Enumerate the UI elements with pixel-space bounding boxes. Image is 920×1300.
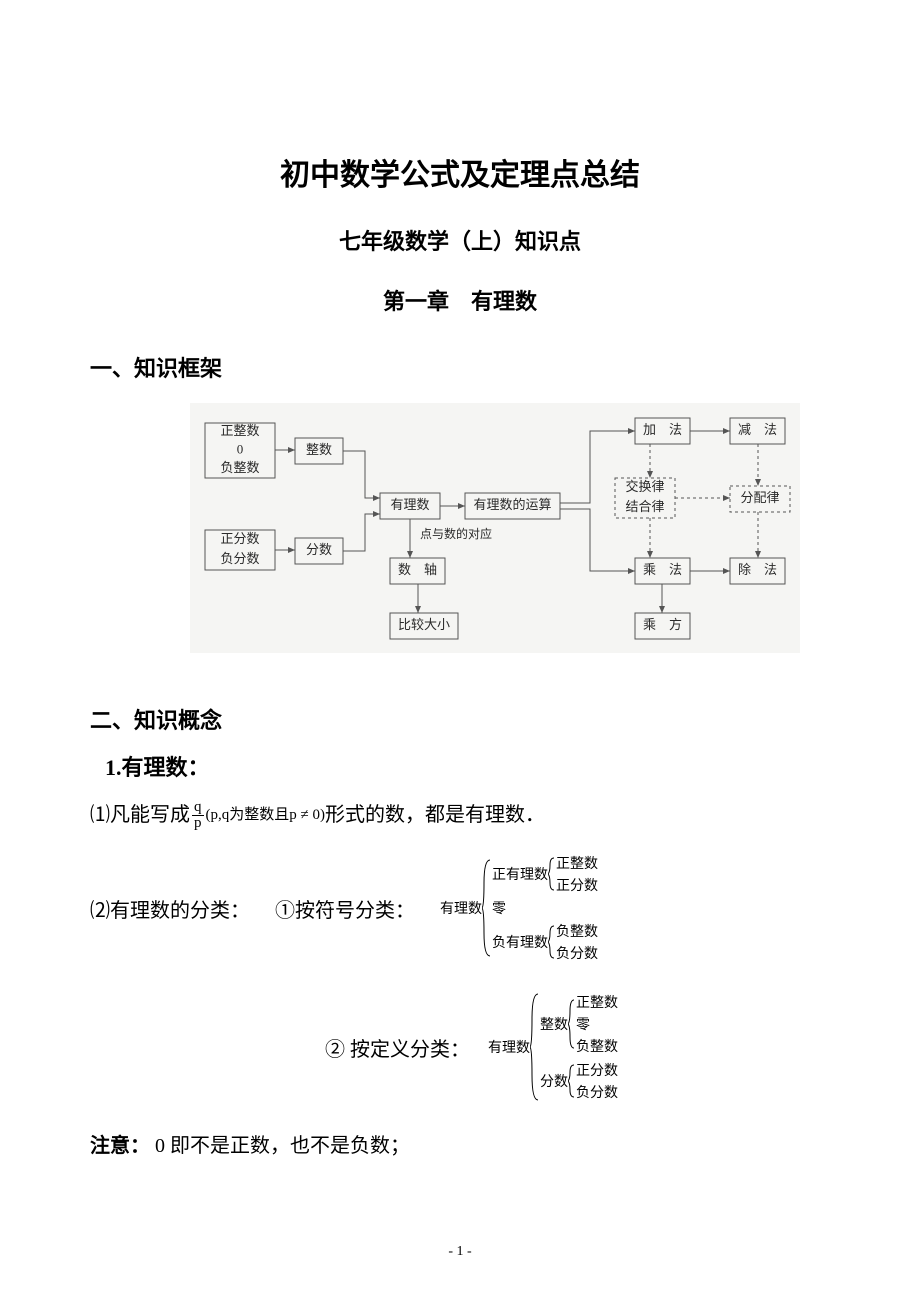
brace-icon <box>548 924 556 960</box>
definition-line: ⑴凡能写成 q p (p,q为整数且p ≠ 0) 形式的数，都是有理数． <box>90 797 830 833</box>
zero-label: 零 <box>576 1013 618 1035</box>
concept-1-heading: 1.有理数： <box>105 750 830 782</box>
neg-int-label: 负整数 <box>576 1035 618 1057</box>
svg-text:0: 0 <box>237 441 244 456</box>
svg-text:正分数: 正分数 <box>220 531 259 546</box>
pos-frac-label: 正分数 <box>556 874 598 896</box>
fraction-numerator: q <box>192 800 204 816</box>
svg-text:负分数: 负分数 <box>220 551 259 566</box>
svg-text:减 法: 减 法 <box>738 422 777 437</box>
section-1-heading: 一、知识框架 <box>90 351 830 383</box>
svg-text:乘 方: 乘 方 <box>643 617 682 632</box>
svg-text:乘 法: 乘 法 <box>643 562 682 577</box>
chapter-title: 第一章 有理数 <box>90 284 830 316</box>
brace-icon <box>530 992 540 1102</box>
brace-icon <box>568 1063 576 1099</box>
knowledge-diagram: 正整数 0 负整数 整数正分数负分数 分数 有理数 有理数的运算数 轴比较大小 加 法 减 法交… <box>110 398 810 663</box>
svg-text:数 轴: 数 轴 <box>398 562 437 577</box>
fraction-label: 分数 <box>540 1071 568 1091</box>
svg-text:加 法: 加 法 <box>643 422 682 437</box>
svg-text:比较大小: 比较大小 <box>398 617 450 632</box>
brace-classification-1: 有理数 正有理数 正整数 正分数 零 负有理数 负整数 负分数 <box>440 851 598 965</box>
svg-text:正整数: 正整数 <box>220 423 259 438</box>
classification-by-sign: ⑵有理数的分类： ①按符号分类： 有理数 正有理数 正整数 正分数 零 负有理数… <box>90 851 830 965</box>
neg-frac-label: 负分数 <box>576 1081 618 1103</box>
neg-frac-label: 负分数 <box>556 942 598 964</box>
text-fragment: 形式的数，都是有理数． <box>325 797 545 833</box>
method-1-label: ①按符号分类： <box>275 894 415 923</box>
zero-label: 零 <box>492 897 598 919</box>
note-line: 注意： 0 即不是正数，也不是负数； <box>90 1129 830 1158</box>
brace-classification-2: 有理数 整数 正整数 零 负整数 分数 正分数 负分数 <box>488 990 618 1104</box>
root-label: 有理数 <box>440 898 482 918</box>
note-label: 注意： <box>90 1135 150 1157</box>
integer-label: 整数 <box>540 1014 568 1034</box>
neg-int-label: 负整数 <box>556 920 598 942</box>
svg-text:交换律: 交换律 <box>625 479 664 494</box>
lead-text: ⑵有理数的分类： <box>90 894 250 923</box>
page-number: - 1 - <box>0 1244 920 1260</box>
svg-text:负整数: 负整数 <box>220 460 259 475</box>
svg-text:除 法: 除 法 <box>738 562 777 577</box>
pos-frac-label: 正分数 <box>576 1059 618 1081</box>
section-2-heading: 二、知识概念 <box>90 703 830 735</box>
subtitle: 七年级数学（上）知识点 <box>90 224 830 256</box>
root-label: 有理数 <box>488 1037 530 1057</box>
svg-text:整数: 整数 <box>306 442 332 457</box>
pos-rational-label: 正有理数 <box>492 864 548 884</box>
svg-text:有理数: 有理数 <box>390 497 429 512</box>
note-text: 0 即不是正数，也不是负数； <box>155 1135 410 1157</box>
method-2-label: ② 按定义分类： <box>325 1033 470 1062</box>
fraction-qp: q p <box>192 800 204 831</box>
svg-text:结合律: 结合律 <box>625 499 664 514</box>
svg-text:分数: 分数 <box>306 542 332 557</box>
brace-icon <box>482 858 492 958</box>
svg-text:点与数的对应: 点与数的对应 <box>420 526 492 541</box>
text-fragment: ⑴凡能写成 <box>90 797 190 833</box>
brace-icon <box>568 998 576 1050</box>
main-title: 初中数学公式及定理点总结 <box>90 150 830 194</box>
fraction-denominator: p <box>192 816 204 831</box>
pos-int-label: 正整数 <box>556 852 598 874</box>
brace-icon <box>548 856 556 892</box>
condition-text: (p,q为整数且p ≠ 0) <box>206 802 325 829</box>
svg-text:有理数的运算: 有理数的运算 <box>473 497 551 512</box>
neg-rational-label: 负有理数 <box>492 932 548 952</box>
classification-by-definition: ② 按定义分类： 有理数 整数 正整数 零 负整数 分数 正分数 负分数 <box>90 990 830 1104</box>
svg-text:分配律: 分配律 <box>740 490 779 505</box>
pos-int-label: 正整数 <box>576 991 618 1013</box>
